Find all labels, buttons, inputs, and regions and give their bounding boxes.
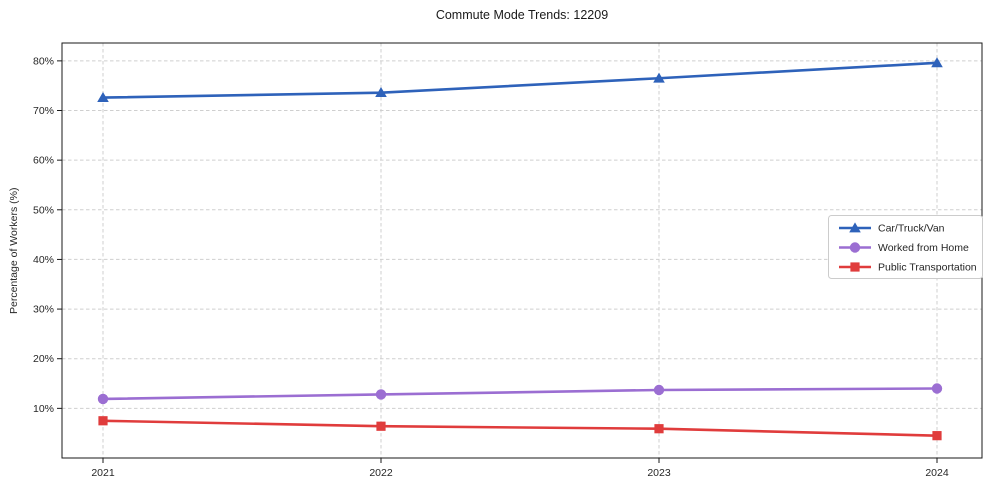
series-line (101, 387, 939, 401)
legend: Car/Truck/Van Worked from Home Public Tran… (828, 215, 983, 279)
series-2 (98, 416, 942, 441)
chart-title: Commute Mode Trends: 12209 (435, 8, 609, 22)
x-tick-label: 2023 (647, 467, 671, 479)
y-tick-label: 40% (33, 254, 54, 266)
circle-marker (97, 393, 109, 405)
series-1 (97, 383, 943, 405)
legend-box (828, 215, 983, 279)
y-tick-label: 80% (33, 55, 54, 67)
square-marker (376, 421, 386, 431)
circle-marker (849, 242, 861, 253)
y-tick-label: 50% (33, 204, 54, 216)
triangle-marker (849, 222, 861, 233)
triangle-marker (375, 87, 387, 98)
triangle-marker (931, 57, 943, 68)
y-tick-label: 10% (33, 403, 54, 415)
triangle-marker (97, 92, 109, 103)
x-tick-label: 2021 (91, 467, 115, 479)
series-0 (97, 57, 943, 103)
series-line (101, 419, 939, 437)
y-tick-label: 70% (33, 105, 54, 117)
legend-label: Public Transportation (878, 262, 977, 274)
series-line (101, 61, 939, 99)
x-tick-label: 2022 (369, 467, 393, 479)
x-tick-label: 2024 (925, 467, 949, 479)
circle-marker (931, 383, 943, 394)
legend-label: Car/Truck/Van (878, 223, 945, 235)
y-tick-label: 20% (33, 353, 54, 365)
square-marker (850, 262, 860, 272)
square-marker (654, 424, 664, 434)
circle-marker (653, 384, 665, 396)
square-marker (98, 416, 108, 426)
y-tick-label: 30% (33, 304, 54, 316)
triangle-marker (653, 72, 665, 83)
y-tick-label: 60% (33, 155, 54, 167)
circle-marker (375, 389, 387, 400)
legend-label: Worked from Home (878, 242, 969, 254)
square-marker (932, 431, 942, 441)
